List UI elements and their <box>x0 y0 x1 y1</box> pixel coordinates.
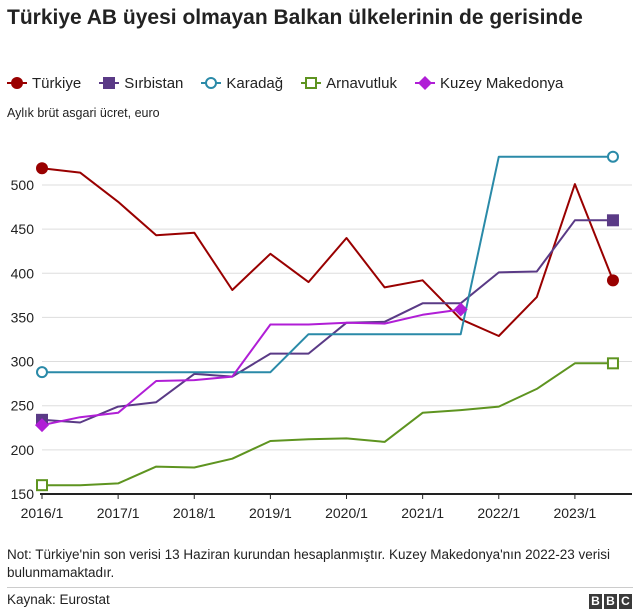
legend-symbol-2 <box>205 77 218 89</box>
legend-item-1: Sırbistan <box>99 73 183 93</box>
x-tick-label-2016/1: 2016/1 <box>21 505 64 521</box>
source-credit: Kaynak: Eurostat <box>7 592 110 607</box>
x-tick-label-2022/1: 2022/1 <box>477 505 520 521</box>
series-line-4 <box>41 308 461 427</box>
y-tick-label-350: 350 <box>11 309 35 325</box>
legend-symbol-0 <box>11 77 23 89</box>
x-tick-label-2020/1: 2020/1 <box>325 505 368 521</box>
legend-item-3: Arnavutluk <box>301 73 397 93</box>
legend-marker-2 <box>201 77 222 89</box>
y-tick-label-300: 300 <box>11 354 35 370</box>
series-end-marker-3 <box>606 357 619 370</box>
series-end-marker-2 <box>606 150 619 163</box>
bbc-logo-letter-1: B <box>604 594 617 609</box>
x-tick-label-2017/1: 2017/1 <box>97 505 140 521</box>
series-line-3 <box>42 362 613 487</box>
bbc-logo-letter-2: C <box>619 594 632 609</box>
series-line-2 <box>42 155 613 374</box>
series-end-marker-4 <box>453 302 468 317</box>
legend-marker-3 <box>301 77 322 89</box>
series-end-marker-0 <box>606 274 619 287</box>
chart-title: Türkiye AB üyesi olmayan Balkan ülkeleri… <box>7 6 583 29</box>
x-tick-label-2023/1: 2023/1 <box>553 505 596 521</box>
legend-label-3: Arnavutluk <box>326 74 397 92</box>
legend-item-4: Kuzey Makedonya <box>414 73 564 93</box>
line-chart: 150 200 250 300 350 400 450 500 2016/1 2017/1 2018… <box>11 150 632 521</box>
y-tick-label-150: 150 <box>11 486 35 502</box>
legend-label-1: Sırbistan <box>124 74 184 92</box>
legend-item-0: Türkiye <box>7 73 81 93</box>
y-tick-label-500: 500 <box>11 177 35 193</box>
legend-symbol-4 <box>417 76 432 90</box>
series-start-marker-4 <box>35 418 49 433</box>
footnote: Not: Türkiye'nin son verisi 13 Haziran k… <box>7 547 610 580</box>
series-start-marker-0 <box>36 162 48 175</box>
y-tick-label-200: 200 <box>11 442 35 458</box>
series-line-1 <box>41 219 613 424</box>
x-tick-label-2018/1: 2018/1 <box>173 505 216 521</box>
y-tick-label-450: 450 <box>11 221 35 237</box>
legend: Türkiye Sırbistan Karadağ Arnavutluk Kuzey M… <box>7 72 637 94</box>
legend-item-2: Karadağ <box>201 73 283 93</box>
series-start-marker-3 <box>36 479 48 492</box>
series-start-marker-2 <box>36 366 48 379</box>
legend-symbol-3 <box>305 77 318 89</box>
series-line-0 <box>41 167 614 337</box>
x-tick-label-2021/1: 2021/1 <box>401 505 444 521</box>
legend-label-0: Türkiye <box>32 74 82 92</box>
y-tick-label-250: 250 <box>11 398 35 414</box>
legend-label-4: Kuzey Makedonya <box>439 74 564 92</box>
series-end-marker-1 <box>606 214 619 227</box>
legend-symbol-1 <box>103 77 116 89</box>
y-tick-label-400: 400 <box>11 265 35 281</box>
y-axis-label: Aylık brüt asgari ücret, euro <box>7 106 160 120</box>
legend-marker-1 <box>99 77 120 89</box>
footer-divider <box>7 587 633 588</box>
legend-marker-0 <box>7 77 27 89</box>
x-tick-label-2019/1: 2019/1 <box>249 505 292 521</box>
legend-marker-4 <box>414 76 435 90</box>
bbc-logo-letter-0: B <box>589 594 602 609</box>
legend-label-2: Karadağ <box>226 74 284 92</box>
